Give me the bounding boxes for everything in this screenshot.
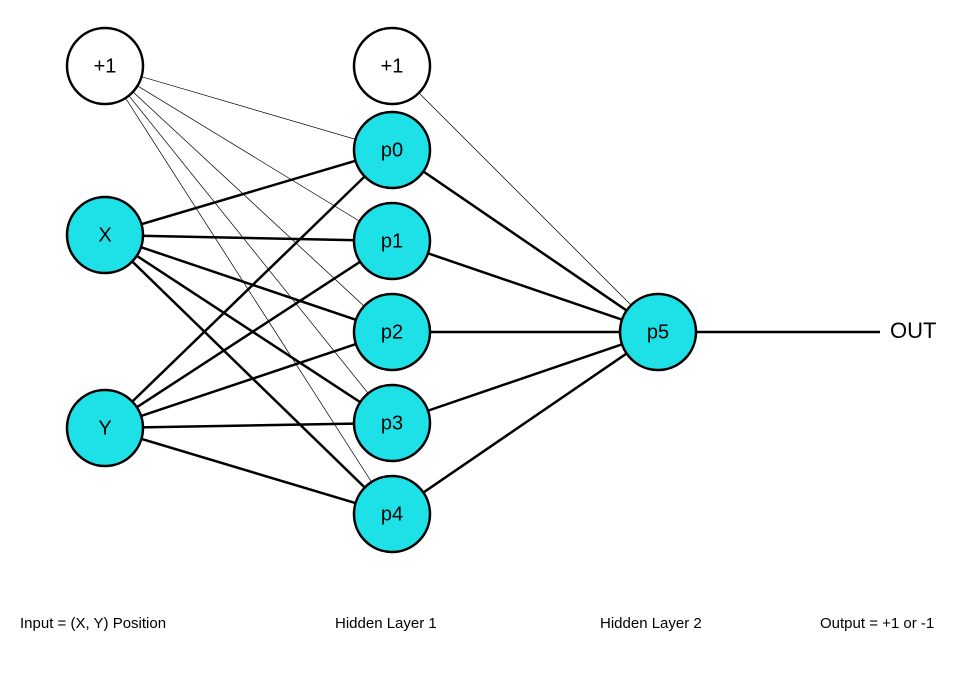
edge (105, 66, 392, 332)
edge (105, 235, 392, 241)
node-label-bias1: +1 (94, 55, 117, 77)
edge (105, 332, 392, 428)
edge (105, 66, 392, 423)
labels-layer: OUT Input = (X, Y) Position Hidden Layer 1… (20, 318, 936, 632)
edge (392, 66, 658, 332)
caption-3: Output = +1 or -1 (820, 615, 934, 632)
edge (392, 332, 658, 514)
caption-0: Input = (X, Y) Position (20, 615, 166, 632)
edge (105, 66, 392, 150)
output-label: OUT (890, 318, 936, 343)
neural-network-diagram: +1 X Y +1 p0 p1 p2 p3 p4 p5 OUT Input = (X, Y) Pos… (0, 0, 959, 682)
edge (105, 241, 392, 428)
edge (392, 332, 658, 423)
node-label-p0: p0 (381, 139, 403, 161)
node-label-bias2: +1 (381, 55, 404, 77)
edge (105, 66, 392, 241)
edge (392, 150, 658, 332)
node-label-p1: p1 (381, 230, 403, 252)
edge (105, 423, 392, 428)
caption-2: Hidden Layer 2 (600, 615, 702, 632)
node-label-y: Y (98, 417, 111, 439)
node-label-p5: p5 (647, 321, 669, 343)
node-label-p4: p4 (381, 503, 403, 525)
edges-layer (105, 66, 880, 514)
edge (392, 241, 658, 332)
edge (105, 235, 392, 332)
edge (105, 235, 392, 423)
node-label-p2: p2 (381, 321, 403, 343)
node-label-x: X (98, 224, 111, 246)
caption-1: Hidden Layer 1 (335, 615, 437, 632)
node-label-p3: p3 (381, 412, 403, 434)
